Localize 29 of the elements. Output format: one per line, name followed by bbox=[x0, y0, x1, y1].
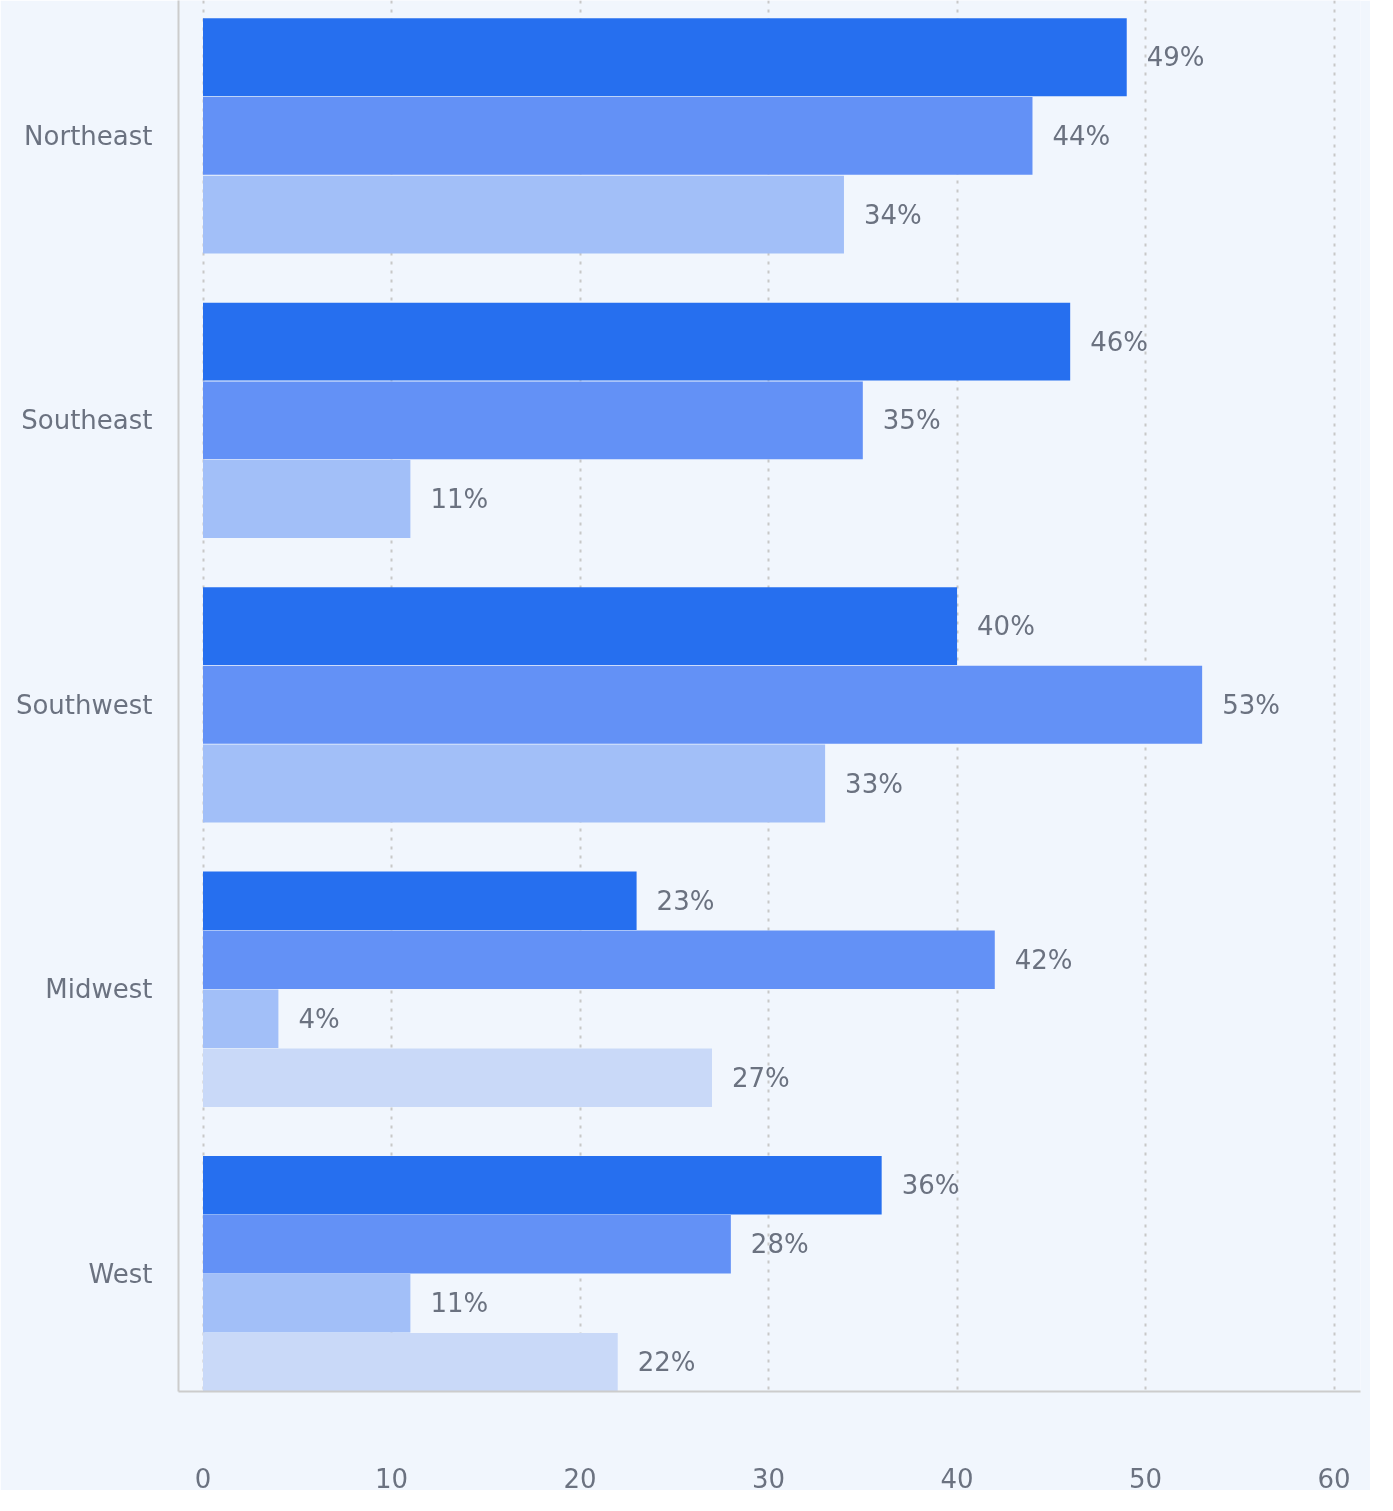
x-tick-label: 60 bbox=[1317, 1463, 1351, 1494]
data-label: 27% bbox=[732, 1062, 790, 1093]
data-label: 35% bbox=[882, 405, 941, 436]
data-label: 44% bbox=[1052, 120, 1111, 151]
x-tick-label: 0 bbox=[194, 1463, 212, 1494]
data-label: 53% bbox=[1222, 689, 1280, 720]
x-tick-label: 30 bbox=[752, 1463, 786, 1494]
x-tick-label: 50 bbox=[1129, 1463, 1163, 1494]
data-label: 42% bbox=[1014, 944, 1073, 975]
data-label: 46% bbox=[1090, 326, 1148, 357]
y-tick-label: West bbox=[88, 1258, 153, 1289]
y-tick-label: Southeast bbox=[21, 405, 153, 436]
x-tick-label: 10 bbox=[374, 1463, 409, 1494]
data-label: 49% bbox=[1146, 42, 1205, 73]
x-tick-label: 40 bbox=[940, 1463, 974, 1494]
data-label: 40% bbox=[977, 611, 1035, 642]
data-label: 28% bbox=[750, 1229, 809, 1260]
y-tick-label: Southwest bbox=[15, 689, 153, 720]
data-label: 4% bbox=[298, 1003, 340, 1034]
data-label: 33% bbox=[845, 768, 903, 799]
data-label: 11% bbox=[430, 484, 489, 515]
data-label: 23% bbox=[656, 885, 715, 916]
data-label: 34% bbox=[863, 199, 922, 230]
data-label: 36% bbox=[901, 1170, 960, 1201]
data-label: 11% bbox=[430, 1288, 489, 1319]
data-label: 22% bbox=[637, 1347, 696, 1378]
y-tick-label: Northeast bbox=[24, 120, 153, 151]
x-tick-label: 20 bbox=[563, 1463, 597, 1494]
y-tick-label: Midwest bbox=[45, 974, 153, 1005]
